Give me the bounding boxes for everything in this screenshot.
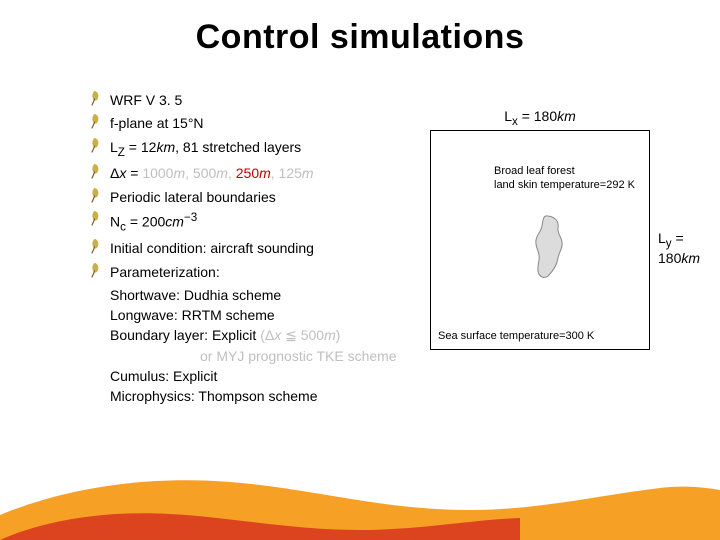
leaf-icon — [88, 187, 106, 208]
bullet-text: Δx = 1000m, 500m, 250m, 125m — [110, 163, 428, 183]
bullet-item: LZ = 12km, 81 stretched layers — [88, 137, 428, 162]
page-title: Control simulations — [0, 18, 720, 57]
sub-line: Longwave: RRTM scheme — [110, 305, 428, 325]
bullet-text: Initial condition: aircraft sounding — [110, 238, 428, 258]
island-shape — [528, 214, 574, 280]
diagram-lx-label: Lx = 180km — [430, 108, 650, 128]
bullet-list: WRF V 3. 5 f-plane at 15°N LZ = 12km, 81 s… — [88, 90, 428, 407]
leaf-icon — [88, 262, 106, 283]
land-label-line1: Broad leaf forest — [494, 165, 635, 179]
bullet-item: Initial condition: aircraft sounding — [88, 238, 428, 259]
leaf-icon — [88, 113, 106, 134]
land-label-line2: land skin temperature=292 K — [494, 179, 635, 193]
bullet-text: WRF V 3. 5 — [110, 90, 428, 110]
leaf-icon — [88, 137, 106, 158]
bullet-text: Parameterization: — [110, 262, 428, 282]
sub-line: Cumulus: Explicit — [110, 366, 428, 386]
bullet-text: Periodic lateral boundaries — [110, 187, 428, 207]
bullet-text: Nc = 200cm−3 — [110, 210, 428, 236]
bullet-text: f-plane at 15°N — [110, 113, 428, 133]
sub-line: Shortwave: Dudhia scheme — [110, 285, 428, 305]
sub-line: or MYJ prognostic TKE scheme — [200, 346, 428, 366]
bullet-item: f-plane at 15°N — [88, 113, 428, 134]
leaf-icon — [88, 163, 106, 184]
leaf-icon — [88, 238, 106, 259]
diagram-ly-label: Ly = 180km — [658, 230, 720, 266]
bullet-item: WRF V 3. 5 — [88, 90, 428, 111]
bullet-item: Parameterization: — [88, 262, 428, 283]
bullet-item: Periodic lateral boundaries — [88, 187, 428, 208]
bullet-item: Δx = 1000m, 500m, 250m, 125m — [88, 163, 428, 184]
leaf-icon — [88, 210, 106, 231]
sea-label: Sea surface temperature=300 K — [438, 330, 594, 342]
leaf-icon — [88, 90, 106, 111]
land-label: Broad leaf forest land skin temperature=… — [494, 165, 635, 193]
footer-decoration — [0, 470, 720, 540]
bullet-item: Nc = 200cm−3 — [88, 210, 428, 236]
sub-line: Boundary layer: Explicit (Δx ≦ 500m) — [110, 325, 428, 345]
sub-line: Microphysics: Thompson scheme — [110, 386, 428, 406]
bullet-text: LZ = 12km, 81 stretched layers — [110, 137, 428, 162]
